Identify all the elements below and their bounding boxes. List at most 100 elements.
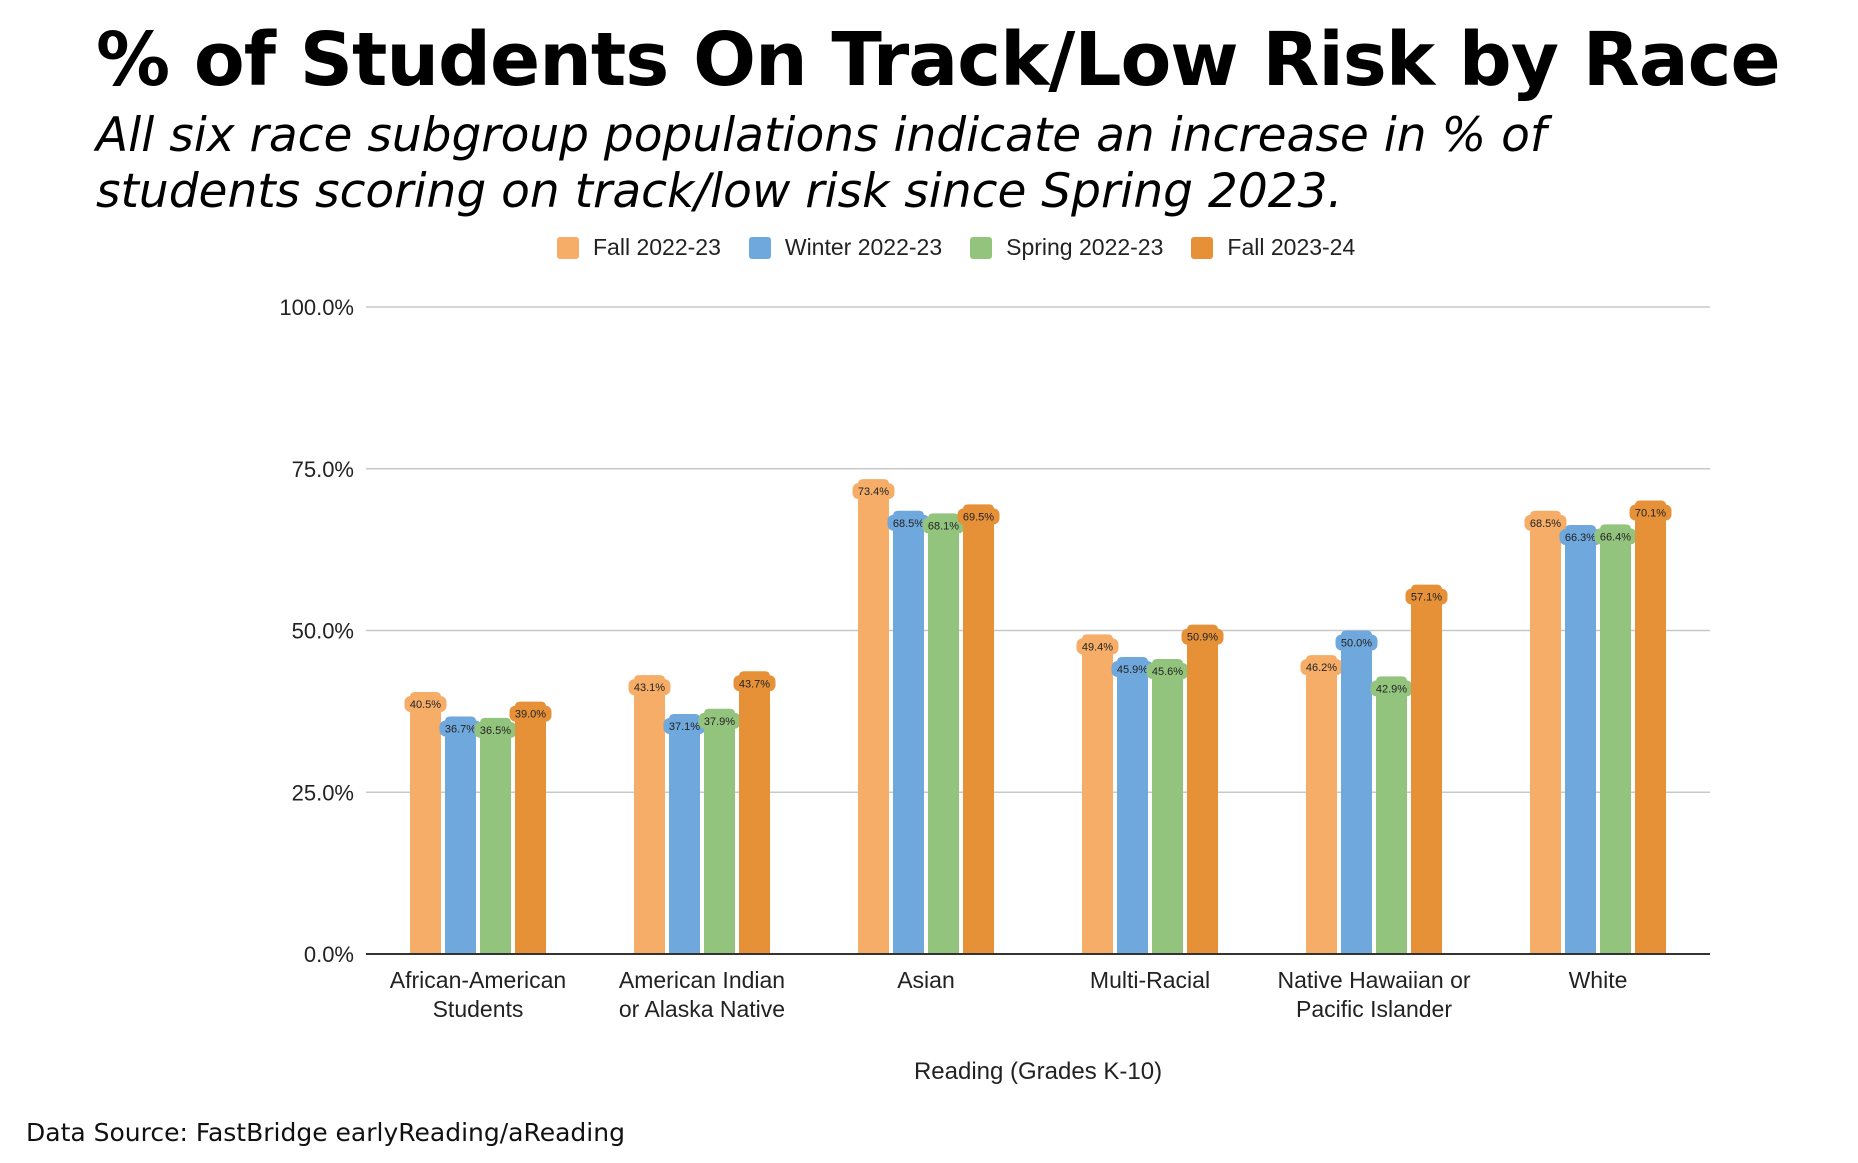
data-label-bg xyxy=(1559,529,1602,546)
bar xyxy=(1376,676,1407,954)
x-tick-label: Multi-Racial xyxy=(1090,967,1210,993)
data-label: 68.5% xyxy=(1530,518,1561,530)
bar xyxy=(704,708,735,954)
data-label: 37.1% xyxy=(669,721,700,733)
y-tick-label: 75.0% xyxy=(292,457,354,482)
data-label: 69.5% xyxy=(963,511,994,523)
x-tick-label: or Alaska Native xyxy=(619,996,785,1022)
data-label: 43.1% xyxy=(634,682,665,694)
bar xyxy=(1187,624,1218,954)
legend-label: Spring 2022-23 xyxy=(1006,234,1164,260)
data-label-bg xyxy=(1111,661,1154,678)
data-label-bg xyxy=(1335,634,1378,651)
data-label-bg xyxy=(1146,662,1189,679)
legend-label: Fall 2022-23 xyxy=(593,234,721,260)
bar xyxy=(1565,525,1596,954)
data-label-bg xyxy=(474,721,517,738)
data-label: 45.9% xyxy=(1117,664,1148,676)
data-label: 42.9% xyxy=(1376,683,1407,695)
data-label-bg xyxy=(628,679,671,696)
data-label-bg xyxy=(1300,659,1343,676)
x-tick-label: White xyxy=(1569,967,1628,993)
bar xyxy=(1411,584,1442,954)
data-label-bg xyxy=(1594,528,1637,545)
data-label: 49.4% xyxy=(1082,641,1113,653)
data-label-bg xyxy=(957,508,1000,525)
legend-swatch xyxy=(1191,236,1214,259)
legend-swatch xyxy=(970,236,993,259)
x-tick-label: African-American xyxy=(390,967,566,993)
data-label: 46.2% xyxy=(1306,662,1337,674)
data-label-bg xyxy=(1524,514,1567,531)
x-axis-title: Reading (Grades K-10) xyxy=(914,1058,1162,1085)
bar xyxy=(669,713,700,954)
legend-swatch xyxy=(557,236,579,259)
legend-label: Winter 2022-23 xyxy=(784,234,943,260)
bar xyxy=(858,479,889,954)
data-source-note: Data Source: FastBridge earlyReading/aRe… xyxy=(26,1118,625,1147)
bar xyxy=(1152,658,1183,954)
legend-item: Fall 2023-24 xyxy=(1191,234,1355,261)
y-tick-label: 100.0% xyxy=(279,295,354,320)
legend: Fall 2022-23 Winter 2022-23 Spring 2022-… xyxy=(557,234,1355,261)
bar xyxy=(1117,657,1148,954)
legend-label: Fall 2023-24 xyxy=(1227,234,1356,260)
data-label-bg xyxy=(1370,680,1413,697)
legend-item: Fall 2022-23 xyxy=(557,234,721,261)
data-label: 68.1% xyxy=(928,520,959,532)
bar xyxy=(1306,655,1337,954)
bar xyxy=(410,691,441,954)
bar xyxy=(1341,630,1372,954)
bar xyxy=(445,716,476,954)
bar xyxy=(963,504,994,954)
x-tick-label: American Indian xyxy=(619,967,785,993)
bar xyxy=(928,513,959,954)
data-label-bg xyxy=(733,675,776,692)
data-label-bg xyxy=(509,705,552,722)
x-tick-label: Native Hawaiian or xyxy=(1277,967,1470,993)
data-label: 70.1% xyxy=(1635,507,1666,519)
legend-item: Spring 2022-23 xyxy=(970,234,1163,261)
data-label-bg xyxy=(887,514,930,531)
bar xyxy=(1600,524,1631,954)
data-label: 36.5% xyxy=(480,725,511,737)
bar xyxy=(634,675,665,954)
data-label: 39.0% xyxy=(515,709,546,721)
data-label-bg xyxy=(404,695,447,712)
legend-item: Winter 2022-23 xyxy=(748,234,943,261)
bar xyxy=(739,671,770,954)
data-label-bg xyxy=(922,517,965,534)
chart-title: % of Students On Track/Low Risk by Race xyxy=(96,17,1781,103)
chart-subtitle: All six race subgroup populations indica… xyxy=(96,108,1547,219)
legend-swatch xyxy=(748,236,771,259)
data-label-bg xyxy=(1181,628,1224,645)
y-tick-label: 50.0% xyxy=(292,619,354,644)
y-tick-label: 25.0% xyxy=(292,780,354,805)
data-label: 37.9% xyxy=(704,716,735,728)
data-label: 50.9% xyxy=(1187,632,1218,644)
data-label: 50.0% xyxy=(1341,638,1372,650)
data-label: 66.3% xyxy=(1565,532,1596,544)
data-label: 40.5% xyxy=(410,699,441,711)
data-label: 57.1% xyxy=(1411,592,1442,604)
data-label-bg xyxy=(663,717,706,734)
y-tick-label: 0.0% xyxy=(304,942,354,967)
bar xyxy=(1635,500,1666,954)
data-label: 66.4% xyxy=(1600,531,1631,543)
data-label-bg xyxy=(1629,504,1672,521)
bar xyxy=(1082,634,1113,954)
data-label-bg xyxy=(698,712,741,729)
x-tick-label: Students xyxy=(433,996,524,1022)
data-label: 73.4% xyxy=(858,486,889,498)
data-label: 45.6% xyxy=(1152,666,1183,678)
bar xyxy=(893,510,924,954)
data-label-bg xyxy=(439,720,482,737)
data-label-bg xyxy=(1076,638,1119,655)
data-label-bg xyxy=(852,483,895,500)
bar xyxy=(515,701,546,954)
bar xyxy=(480,717,511,954)
bar xyxy=(1530,510,1561,954)
data-label: 43.7% xyxy=(739,678,770,690)
x-tick-label: Pacific Islander xyxy=(1296,996,1452,1022)
